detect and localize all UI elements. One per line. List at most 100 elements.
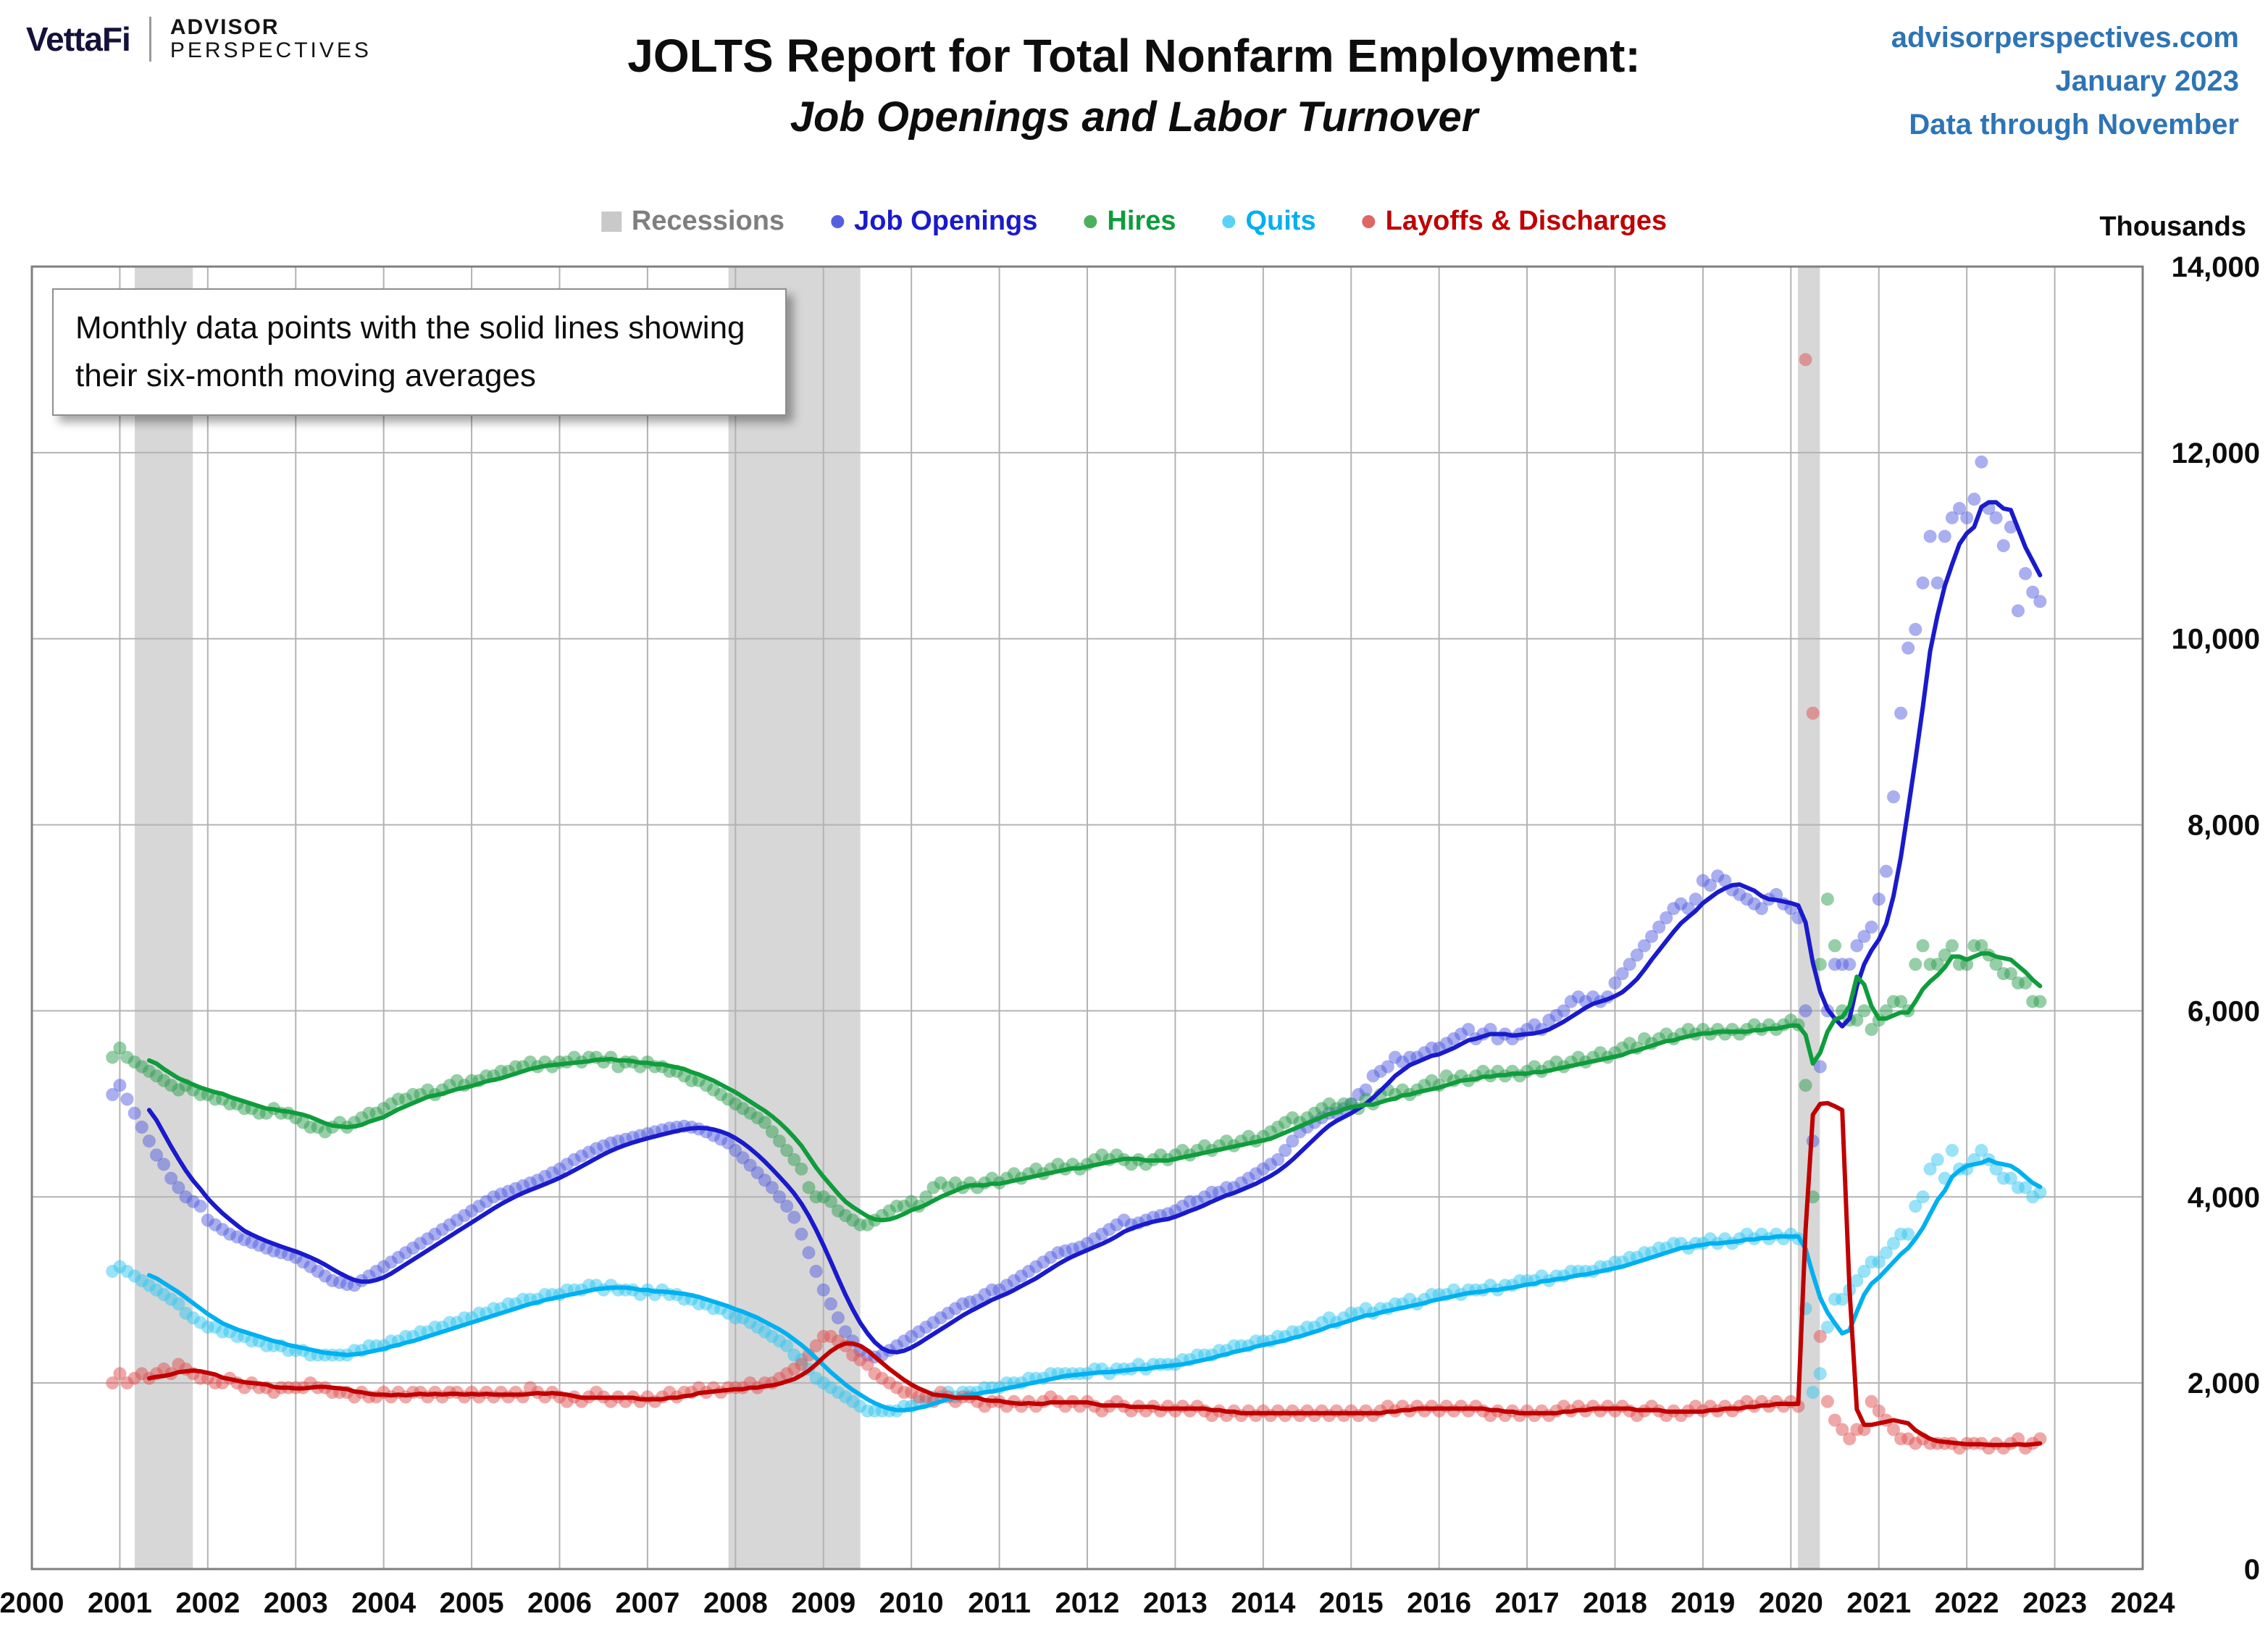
layoffs-discharges-dot [1799,353,1812,367]
job-openings-dot [1872,892,1886,906]
job-openings-dot [120,1092,134,1106]
job-openings-dot [816,1283,830,1297]
job-openings-dot [787,1210,801,1224]
hires-marker-icon [1084,214,1097,228]
quits-dot [1857,1265,1871,1278]
y-tick-label: 0 [2244,1554,2260,1586]
job-openings-dot [1689,892,1702,906]
quits-dot [172,1297,185,1310]
hires-dot [2019,976,2033,990]
vettafi-brand-text: VettaFi [26,20,131,58]
job-openings-dot [2012,604,2025,618]
layoffs-discharges-dot [1843,1432,1857,1446]
quits-dot [1909,1200,1922,1213]
job-openings-dot [1879,864,1893,878]
quits-dot [1901,1227,1915,1241]
hires-dot [824,1195,837,1208]
hires-dot [1938,948,1951,962]
logo-perspectives-text: PERSPECTIVES [170,38,372,62]
layoffs-discharges-dot [1872,1404,1886,1418]
hires-dot [1909,958,1922,971]
quits-dot [1916,1190,1930,1204]
hires-dot [106,1050,120,1064]
source-site-link[interactable]: advisorperspectives.com [1891,22,2239,54]
job-openings-dot [106,1088,120,1101]
x-tick-label: 2003 [264,1587,328,1619]
x-tick-label: 2017 [1495,1587,1560,1619]
job-openings-dot [1359,1083,1373,1097]
x-tick-label: 2009 [791,1587,855,1619]
x-tick-label: 2004 [351,1587,417,1619]
layoffs-discharges-dot [1806,706,1820,720]
hires-dot [1820,892,1834,906]
quits-dot [1806,1386,1820,1399]
hires-dot [795,1162,808,1176]
quits-dot [1923,1162,1937,1176]
y-tick-label: 12,000 [2172,438,2260,469]
job-openings-dot [1557,1004,1570,1018]
layoffs-marker-icon [1362,214,1376,228]
layoffs-discharges-dot [1820,1394,1834,1408]
job-openings-dot [1857,929,1871,943]
layoffs-discharges-dot [1828,1413,1841,1427]
x-tick-label: 2019 [1670,1587,1735,1619]
layoffs-discharges-dot [2012,1432,2025,1446]
layoffs-discharges-dot [861,1358,874,1371]
logo-divider [148,16,151,62]
x-tick-label: 2012 [1055,1587,1120,1619]
job-openings-dot [1923,530,1937,543]
hires-dot [2033,995,2047,1008]
job-openings-dot [2019,566,2033,580]
quits-dot [1887,1237,1900,1250]
legend-item-quits: Quits [1222,206,1316,237]
quits-dot [1989,1162,2003,1176]
y-tick-label: 6,000 [2188,995,2260,1027]
job-openings-dot [1754,902,1768,916]
x-tick-label: 2022 [1935,1587,1999,1619]
job-openings-dot [1960,511,1974,524]
chart-title: JOLTS Report for Total Nonfarm Employmen… [627,30,1641,82]
x-tick-label: 2015 [1319,1587,1384,1619]
job-openings-dot [1813,1060,1827,1074]
x-tick-label: 2002 [175,1587,240,1619]
layoffs-discharges-moving-average-line [146,1100,2043,1447]
job-openings-dot [1843,958,1857,971]
y-tick-label: 2,000 [2188,1368,2260,1400]
job-openings-dot [1996,539,2010,553]
job-openings-dot [1645,929,1659,943]
hires-dot [1975,939,1988,953]
job-openings-dot [1975,455,1988,469]
legend-label-recessions: Recessions [631,206,785,236]
job-openings-dot [142,1134,156,1148]
job-openings-dot [1930,576,1944,590]
job-openings-dot [127,1106,141,1120]
x-tick-label: 2024 [2111,1587,2176,1619]
quits-marker-icon [1222,214,1236,228]
quits-dot [2004,1171,2017,1185]
x-tick-label: 2018 [1583,1587,1647,1619]
source-date: January 2023 [2055,65,2239,97]
source-note: Data through November [1909,109,2239,141]
job-openings-dot [1286,1134,1300,1148]
quits-dot [2033,1185,2047,1199]
legend-item-layoffs: Layoffs & Discharges [1362,206,1667,237]
job-openings-dot [1916,576,1930,590]
quits-dot [1945,1144,1959,1158]
job-openings-dot [1850,939,1864,953]
layoffs-discharges-dot [1865,1394,1878,1408]
job-openings-dot [832,1311,845,1325]
job-openings-dot [2026,585,2040,599]
job-openings-dot [1608,976,1622,990]
chart-subtitle: Job Openings and Labor Turnover [790,93,1478,141]
job-openings-dot [193,1200,207,1213]
hires-dot [758,1116,771,1129]
layoffs-discharges-dot [113,1367,127,1381]
quits-dot [1820,1321,1834,1334]
x-tick-label: 2023 [2022,1587,2087,1619]
quits-dot [1872,1255,1886,1269]
hires-dot [1930,958,1944,971]
quits-dot [1850,1273,1864,1287]
quits-dot [2019,1181,2033,1195]
hires-dot [113,1041,127,1055]
